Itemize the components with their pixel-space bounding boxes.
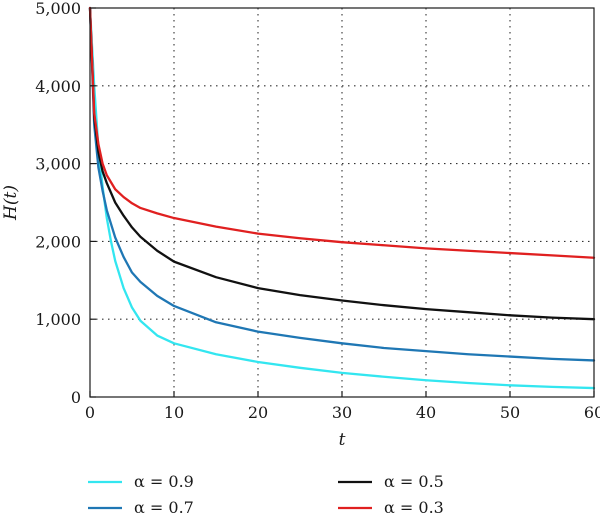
x-tick-label: 50: [500, 403, 520, 422]
y-tick-label: 3,000: [35, 155, 81, 174]
legend-label: α = 0.9: [134, 472, 194, 491]
series-line: [88, 6, 596, 362]
series-line: [88, 6, 596, 259]
x-axis-label: t: [339, 430, 346, 450]
legend-item: α = 0.3: [338, 498, 444, 517]
series-layer: [88, 6, 596, 390]
series-line: [88, 6, 596, 321]
legend-item: α = 0.9: [88, 472, 194, 491]
y-tick-label: 1,000: [35, 310, 81, 329]
y-tick-label: 4,000: [35, 77, 81, 96]
x-tick-label: 0: [85, 403, 95, 422]
series-line: [88, 6, 596, 390]
legend-item: α = 0.7: [88, 498, 194, 517]
legend-label: α = 0.3: [384, 498, 444, 517]
x-tick-label: 10: [164, 403, 184, 422]
y-tick-label: 2,000: [35, 232, 81, 251]
x-tick-label: 30: [332, 403, 352, 422]
legend: α = 0.9 α = 0.5 α = 0.7 α = 0.3: [88, 472, 444, 517]
ticks: 0 10 20 30 40 50 60 0 1,000 2,000 3,000 4,000 5,000: [35, 0, 600, 422]
legend-item: α = 0.5: [338, 472, 444, 491]
y-tick-label: 5,000: [35, 0, 81, 18]
legend-label: α = 0.5: [384, 472, 444, 491]
y-axis-label: H(t): [1, 185, 21, 221]
x-tick-label: 60: [584, 403, 600, 422]
y-tick-label: 0: [71, 388, 81, 407]
x-tick-label: 20: [248, 403, 268, 422]
x-tick-label: 40: [416, 403, 436, 422]
legend-label: α = 0.7: [134, 498, 194, 517]
